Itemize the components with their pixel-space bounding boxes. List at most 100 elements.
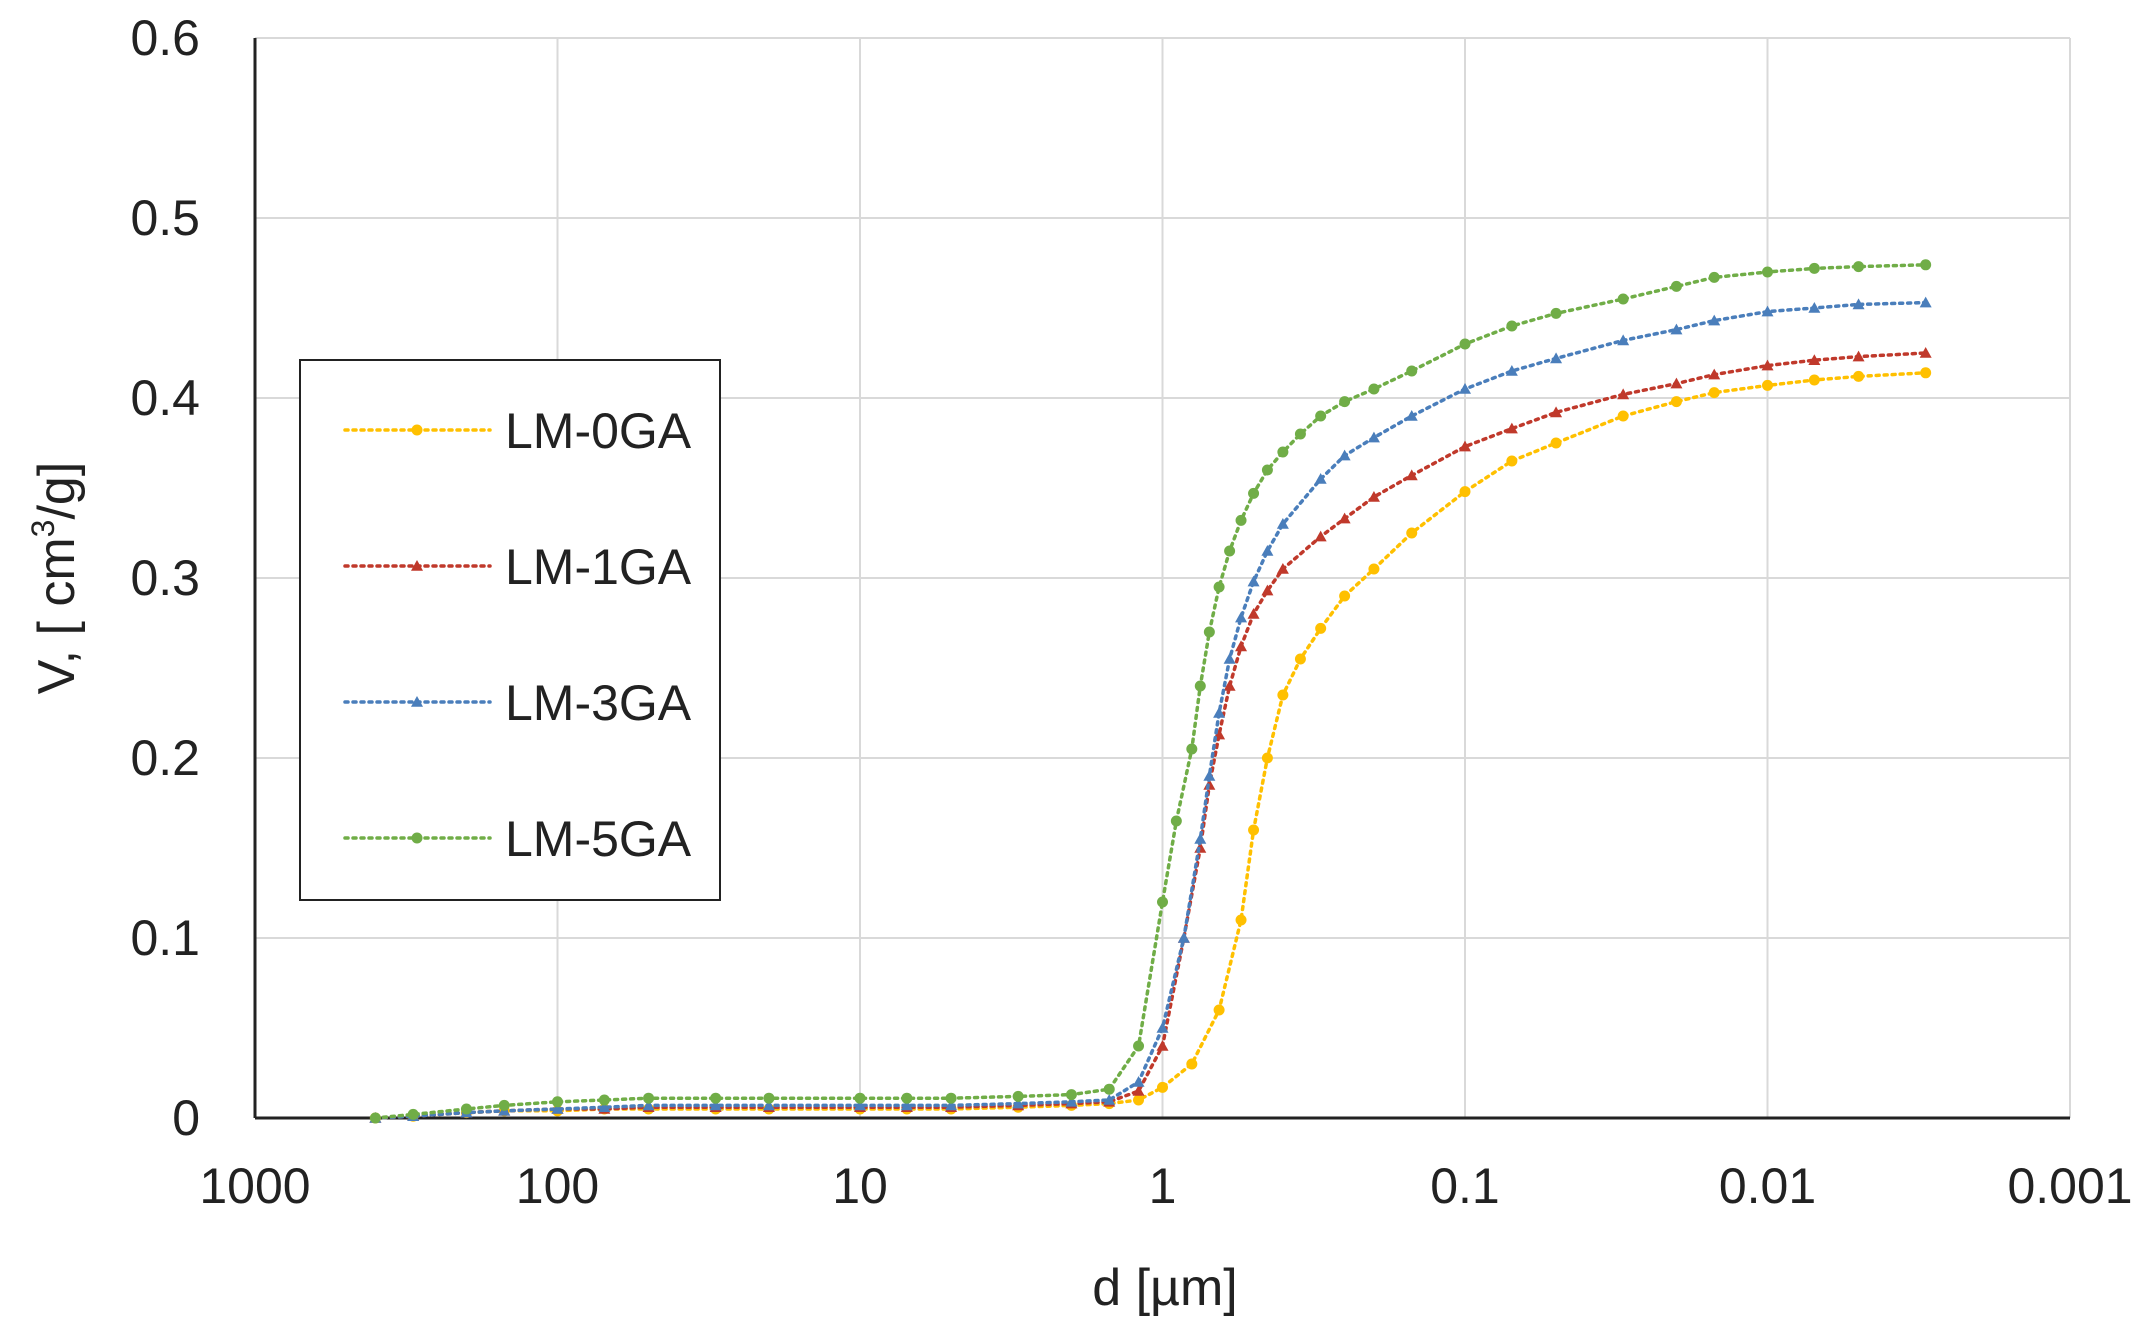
data-point-lm-5ga bbox=[1235, 514, 1247, 526]
legend-marker-lm-5ga bbox=[411, 832, 423, 844]
data-point-lm-3ga bbox=[1505, 365, 1518, 376]
data-point-lm-3ga bbox=[1177, 932, 1190, 943]
legend-box bbox=[299, 359, 721, 901]
legend-marker-lm-1ga bbox=[411, 560, 423, 571]
data-point-lm-0ga bbox=[1315, 622, 1327, 634]
data-point-lm-0ga bbox=[1186, 1058, 1198, 1070]
y-axis-title-sup: 3 bbox=[25, 520, 61, 538]
data-point-lm-3ga bbox=[1708, 314, 1721, 326]
data-point-lm-3ga bbox=[709, 1099, 722, 1111]
data-point-lm-1ga bbox=[1367, 491, 1380, 502]
data-point-lm-3ga bbox=[1852, 298, 1865, 310]
y-axis-title-suffix: /g] bbox=[28, 462, 86, 520]
legend-label-lm-0ga: LM-0GA bbox=[505, 403, 692, 459]
data-point-lm-3ga bbox=[854, 1099, 866, 1111]
y-tick-labels: 0 0.1 0.2 0.3 0.4 0.5 0.6 bbox=[130, 10, 200, 1146]
data-point-lm-3ga bbox=[551, 1103, 564, 1114]
y-tick-label: 0 bbox=[172, 1090, 200, 1146]
data-point-lm-5ga bbox=[643, 1092, 655, 1104]
data-point-lm-1ga bbox=[1338, 512, 1351, 524]
data-point-lm-5ga bbox=[1808, 262, 1820, 274]
x-tick-label: 1 bbox=[1149, 1158, 1177, 1214]
data-point-lm-5ga bbox=[1186, 743, 1198, 755]
y-tick-label: 0.3 bbox=[130, 550, 200, 606]
data-point-lm-5ga bbox=[945, 1092, 957, 1104]
data-point-lm-1ga bbox=[1761, 359, 1774, 371]
y-tick-label: 0.2 bbox=[130, 730, 200, 786]
data-point-lm-5ga bbox=[1708, 271, 1720, 283]
data-point-lm-3ga bbox=[945, 1099, 958, 1111]
data-point-lm-0ga bbox=[1277, 689, 1289, 701]
data-point-lm-3ga bbox=[900, 1099, 913, 1111]
legend-marker-lm-0ga bbox=[411, 424, 423, 436]
data-point-lm-5ga bbox=[1170, 815, 1182, 827]
data-point-lm-0ga bbox=[1248, 824, 1260, 836]
data-point-lm-5ga bbox=[1203, 626, 1215, 638]
data-point-lm-3ga bbox=[1919, 296, 1932, 308]
data-point-lm-3ga bbox=[1103, 1094, 1116, 1105]
x-tick-label: 0.01 bbox=[1719, 1158, 1816, 1214]
legend-label-lm-5ga: LM-5GA bbox=[505, 811, 692, 867]
x-tick-label: 10 bbox=[832, 1158, 888, 1214]
data-point-lm-5ga bbox=[369, 1112, 381, 1124]
series-layer bbox=[369, 259, 1932, 1124]
series-lm-5ga bbox=[369, 259, 1932, 1124]
data-point-lm-0ga bbox=[1920, 367, 1932, 379]
y-tick-label: 0.1 bbox=[130, 910, 200, 966]
data-point-lm-5ga bbox=[1617, 293, 1629, 305]
data-point-lm-1ga bbox=[1459, 440, 1471, 452]
data-point-lm-0ga bbox=[1406, 527, 1418, 539]
data-point-lm-1ga bbox=[1314, 530, 1327, 542]
y-tick-label: 0.5 bbox=[130, 190, 200, 246]
legend-item-lm-1ga: LM-1GA bbox=[343, 539, 692, 595]
data-point-lm-1ga bbox=[1550, 406, 1563, 418]
data-point-lm-0ga bbox=[1459, 486, 1471, 498]
data-point-lm-1ga bbox=[1852, 350, 1865, 362]
series-line-lm-5ga bbox=[373, 263, 1928, 1120]
data-point-lm-0ga bbox=[1261, 752, 1273, 764]
data-point-lm-5ga bbox=[1920, 259, 1932, 271]
data-point-lm-5ga bbox=[1406, 365, 1418, 377]
series-line-lm-0ga bbox=[373, 371, 1928, 1120]
series-line-lm-3ga bbox=[373, 300, 1928, 1120]
data-point-lm-1ga bbox=[1132, 1085, 1145, 1096]
data-point-lm-0ga bbox=[1853, 370, 1865, 382]
x-tick-label: 100 bbox=[516, 1158, 599, 1214]
data-point-lm-3ga bbox=[1261, 545, 1274, 556]
data-point-lm-5ga bbox=[598, 1094, 610, 1106]
data-point-lm-0ga bbox=[1339, 590, 1351, 602]
data-point-lm-0ga bbox=[1235, 914, 1247, 926]
data-point-lm-1ga bbox=[1223, 680, 1236, 691]
data-point-lm-3ga bbox=[1156, 1022, 1169, 1033]
data-point-lm-0ga bbox=[1708, 387, 1720, 399]
data-point-lm-3ga bbox=[1276, 518, 1289, 529]
data-point-lm-1ga bbox=[1617, 388, 1630, 400]
data-point-lm-5ga bbox=[763, 1092, 775, 1104]
data-point-lm-5ga bbox=[1277, 446, 1289, 458]
data-point-lm-5ga bbox=[1194, 680, 1206, 692]
data-point-lm-1ga bbox=[1505, 422, 1518, 434]
legend: LM-0GA LM-1GA LM-3GA LM-5GA bbox=[299, 359, 721, 901]
data-point-lm-5ga bbox=[552, 1096, 563, 1108]
data-point-lm-5ga bbox=[1133, 1040, 1145, 1052]
data-point-lm-3ga bbox=[1550, 352, 1563, 364]
data-point-lm-3ga bbox=[1223, 653, 1236, 664]
data-point-lm-5ga bbox=[901, 1092, 913, 1104]
x-axis-title: d [µm] bbox=[1092, 1259, 1238, 1317]
data-point-lm-5ga bbox=[407, 1108, 419, 1120]
data-point-lm-5ga bbox=[854, 1092, 866, 1104]
data-point-lm-1ga bbox=[1276, 563, 1289, 574]
data-point-lm-3ga bbox=[1367, 431, 1380, 443]
data-point-lm-5ga bbox=[1550, 307, 1562, 319]
data-point-lm-5ga bbox=[460, 1103, 472, 1115]
data-point-lm-0ga bbox=[1550, 437, 1562, 449]
data-point-lm-5ga bbox=[1506, 320, 1518, 332]
data-point-lm-3ga bbox=[598, 1101, 611, 1112]
data-point-lm-0ga bbox=[1506, 455, 1518, 467]
data-point-lm-5ga bbox=[1012, 1090, 1024, 1102]
data-point-lm-0ga bbox=[1213, 1004, 1225, 1016]
data-point-lm-5ga bbox=[1261, 464, 1273, 476]
data-point-lm-3ga bbox=[642, 1099, 655, 1111]
data-point-lm-3ga bbox=[1617, 334, 1630, 346]
x-tick-label: 0.001 bbox=[2007, 1158, 2132, 1214]
